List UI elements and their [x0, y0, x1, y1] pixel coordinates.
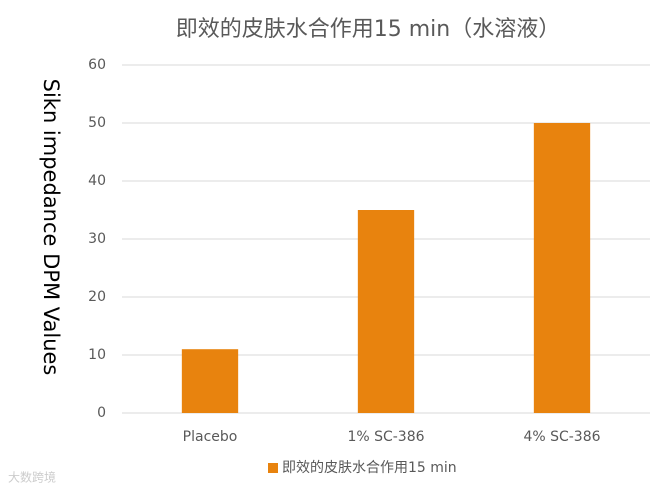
y-tick-label: 30 — [88, 231, 106, 247]
y-tick-label: 50 — [88, 115, 106, 131]
y-tick-label: 20 — [88, 289, 106, 305]
x-tick-label: 4% SC-386 — [523, 429, 600, 445]
y-tick-label: 60 — [88, 57, 106, 73]
y-tick-label: 10 — [88, 347, 106, 363]
legend-label: 即效的皮肤水合作用15 min — [282, 460, 457, 476]
chart-title: 即效的皮肤水合作用15 min（水溶液） — [176, 17, 560, 42]
y-tick-label: 40 — [88, 173, 106, 189]
x-tick-label: Placebo — [183, 429, 238, 445]
bar — [181, 349, 239, 413]
x-tick-label: 1% SC-386 — [347, 429, 424, 445]
legend-swatch — [268, 463, 278, 473]
bar — [357, 210, 415, 413]
watermark: 大数跨境 — [8, 470, 56, 485]
y-tick-label: 0 — [97, 405, 106, 421]
bar — [533, 123, 591, 413]
y-axis-label: Sikn impedance DPM Values — [39, 79, 63, 376]
